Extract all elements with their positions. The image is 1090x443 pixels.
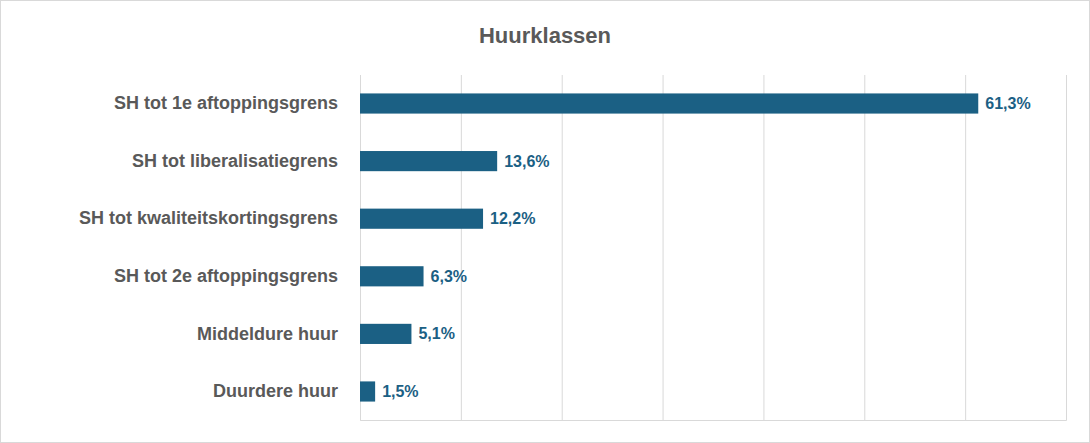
y-tick: SH tot 1e aftoppingsgrens <box>114 93 360 113</box>
y-tick: Duurdere huur <box>213 381 360 401</box>
category-label: SH tot kwaliteitskortingsgrens <box>79 208 338 228</box>
bar <box>360 266 424 286</box>
data-label: 1,5% <box>382 383 418 400</box>
x-tick <box>461 75 462 420</box>
bar <box>360 209 483 229</box>
category-label: SH tot liberalisatiegrens <box>132 151 338 171</box>
x-tick <box>360 75 361 420</box>
chart: HuurklassenSH tot 1e aftoppingsgrensSH t… <box>0 0 1090 443</box>
y-axis: SH tot 1e aftoppingsgrens SH tot liberali… <box>79 76 361 421</box>
data-label: 61,3% <box>985 95 1030 112</box>
bars <box>360 93 978 401</box>
grid-line <box>663 75 664 420</box>
data-label: 5,1% <box>418 325 454 342</box>
category-label: SH tot 1e aftoppingsgrens <box>114 93 338 113</box>
y-axis-line <box>360 76 361 421</box>
y-tick: SH tot kwaliteitskortingsgrens <box>79 208 360 228</box>
bar <box>360 324 411 344</box>
data-label: 6,3% <box>431 268 467 285</box>
plot: SH tot 1e aftoppingsgrens SH tot liberali… <box>79 75 1067 421</box>
grid-line <box>1066 75 1067 420</box>
x-tick <box>864 75 865 420</box>
title: Huurklassen <box>479 23 611 48</box>
y-tick: SH tot 2e aftoppingsgrens <box>114 266 360 286</box>
grid-line <box>461 75 462 420</box>
grid-line <box>864 75 865 420</box>
y-tick: SH tot liberalisatiegrens <box>132 151 360 171</box>
data-label: 12,2% <box>490 210 535 227</box>
category-label: Duurdere huur <box>213 381 338 401</box>
x-axis-line <box>361 75 1067 421</box>
grid-line <box>562 75 563 420</box>
x-tick <box>763 75 764 420</box>
x-axis <box>361 75 1067 421</box>
grid-line <box>965 75 966 420</box>
bar <box>360 381 375 401</box>
bar <box>360 93 978 113</box>
data-label: 13,6% <box>504 153 549 170</box>
x-tick <box>1066 75 1067 420</box>
data-labels: 61,3% 13,6% 12,2% 6,3% 5,1% 1,5% <box>382 95 1031 400</box>
x-tick <box>663 75 664 420</box>
category-label: SH tot 2e aftoppingsgrens <box>114 266 338 286</box>
chart-frame <box>1 1 1090 443</box>
grid-line <box>763 75 764 420</box>
y-tick: Middeldure huur <box>197 324 360 344</box>
x-tick <box>965 75 966 420</box>
bar <box>360 151 497 171</box>
category-label: Middeldure huur <box>197 324 338 344</box>
x-tick <box>562 75 563 420</box>
grid-line <box>360 75 361 420</box>
